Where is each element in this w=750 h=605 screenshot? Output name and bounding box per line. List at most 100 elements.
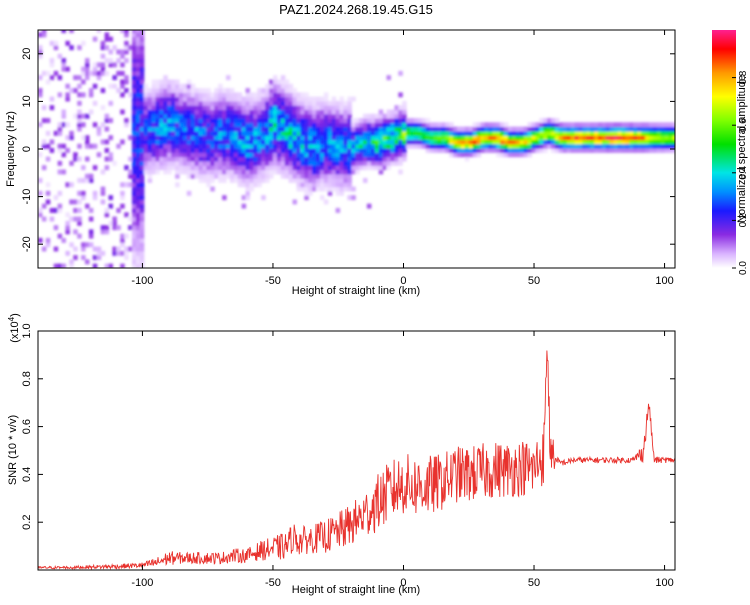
spectrogram-cell <box>81 195 86 201</box>
spectrogram-cell <box>261 96 266 102</box>
spectrogram-cell <box>53 263 59 268</box>
spectrogram-cell <box>241 173 247 179</box>
spectrogram-cell <box>65 225 70 231</box>
spectrogram-cell <box>347 160 352 166</box>
spectrogram-cell <box>100 169 106 175</box>
spectrogram-cell <box>300 105 305 111</box>
spectrogram-cell <box>284 105 290 111</box>
spectrogram-cell <box>327 186 333 192</box>
spectrogram-cell <box>147 105 153 111</box>
spectrogram-cell <box>394 135 399 141</box>
spectrogram-cell <box>88 229 94 235</box>
spectrogram-cell <box>226 165 231 171</box>
spectrogram-cell <box>476 139 482 145</box>
spectrogram-cell <box>135 109 141 115</box>
spectrogram-cell <box>151 148 157 153</box>
spectrogram-cell <box>167 100 172 106</box>
spectrogram-cell <box>202 109 207 115</box>
spectrogram-cell <box>139 220 145 226</box>
spectrogram-cell <box>92 190 98 196</box>
spectrogram-cell <box>374 113 380 119</box>
spectrogram-cell <box>182 100 188 106</box>
spectrogram-cell <box>347 100 352 106</box>
spectrogram-cell <box>386 113 391 119</box>
spectrogram-cell <box>304 156 309 162</box>
spectrogram-cell <box>621 135 626 141</box>
spectrogram-cell <box>151 139 157 145</box>
spectrogram-cell <box>92 70 98 76</box>
spectrogram-cell <box>155 156 160 162</box>
spectrogram-cell <box>609 122 615 128</box>
spectrogram-cell <box>276 139 282 145</box>
spectrogram-cell <box>320 195 325 201</box>
spectrogram-cell <box>237 100 243 106</box>
spectrogram-cell <box>664 135 670 141</box>
spectrogram-cell <box>308 143 313 149</box>
spectrogram-cell <box>413 135 419 141</box>
spectrogram-cell <box>155 122 160 128</box>
spectrogram-cell <box>343 156 348 162</box>
spectrogram-cell <box>417 126 423 132</box>
spectrogram-cell <box>253 100 258 106</box>
spectrogram-cell <box>186 169 192 175</box>
spectrogram-cell <box>339 182 344 188</box>
spectrogram-cell <box>202 118 207 123</box>
spectrogram-cell <box>511 148 517 153</box>
y-tick-label: 0.4 <box>21 467 33 482</box>
spectrogram-cell <box>237 135 243 141</box>
spectrogram-cell <box>292 139 297 145</box>
spectrogram-cell <box>637 122 642 128</box>
spectrogram-cell <box>77 122 82 128</box>
spectrogram-cell <box>116 88 121 93</box>
spectrogram-cell <box>104 165 110 171</box>
spectrogram-cell <box>507 152 513 158</box>
spectrogram-cell <box>135 263 141 268</box>
spectrogram-cell <box>312 186 317 192</box>
spectrogram-cell <box>637 139 642 145</box>
spectrogram-cell <box>554 143 560 149</box>
spectrogram-cell <box>284 143 290 149</box>
spectrogram-cell <box>112 160 117 166</box>
spectrogram-cell <box>570 135 576 141</box>
spectrogram-cell <box>288 143 294 149</box>
spectrogram-cell <box>132 238 137 243</box>
spectrogram-cell <box>496 126 501 132</box>
spectrogram-cell <box>457 152 462 158</box>
spectrogram-cell <box>382 160 388 166</box>
spectrogram-cell <box>155 100 160 106</box>
spectrogram-cell <box>312 126 317 132</box>
spectrogram-cell <box>186 160 192 166</box>
spectrogram-cell <box>276 165 282 171</box>
spectrogram-cell <box>296 130 301 136</box>
spectrogram-cell <box>429 139 435 145</box>
spectrogram-cell <box>269 130 274 136</box>
spectrogram-cell <box>257 96 262 102</box>
spectrogram-cell <box>304 182 309 188</box>
spectrogram-cell <box>143 135 149 141</box>
spectrogram-cell <box>132 220 137 226</box>
spectrogram-cell <box>222 195 227 201</box>
spectrogram-cell <box>464 143 470 149</box>
spectrogram-cell <box>241 165 247 171</box>
spectrogram-cell <box>656 126 662 132</box>
spectrogram-cell <box>132 173 137 179</box>
spectrogram-cell <box>347 156 352 162</box>
spectrogram-cell <box>527 139 532 145</box>
spectrogram-cell <box>566 143 572 149</box>
spectrogram-cell <box>359 160 364 166</box>
spectrogram-cell <box>222 139 227 145</box>
spectrogram-cell <box>539 143 544 149</box>
spectrogram-cell <box>323 92 329 98</box>
spectrogram-cell <box>390 152 395 158</box>
spectrogram-cell <box>500 152 505 158</box>
spectrogram-cell <box>280 113 286 119</box>
spectrogram-cell <box>304 105 309 111</box>
spectrogram-cell <box>261 92 266 98</box>
spectrogram-cell <box>292 109 297 115</box>
spectrogram-cell <box>139 199 145 205</box>
spectrogram-cell <box>300 100 305 106</box>
spectrogram-cell <box>132 242 137 248</box>
spectrogram-cell <box>124 45 129 51</box>
spectrogram-cell <box>586 126 591 132</box>
spectrogram-cell <box>280 75 286 81</box>
